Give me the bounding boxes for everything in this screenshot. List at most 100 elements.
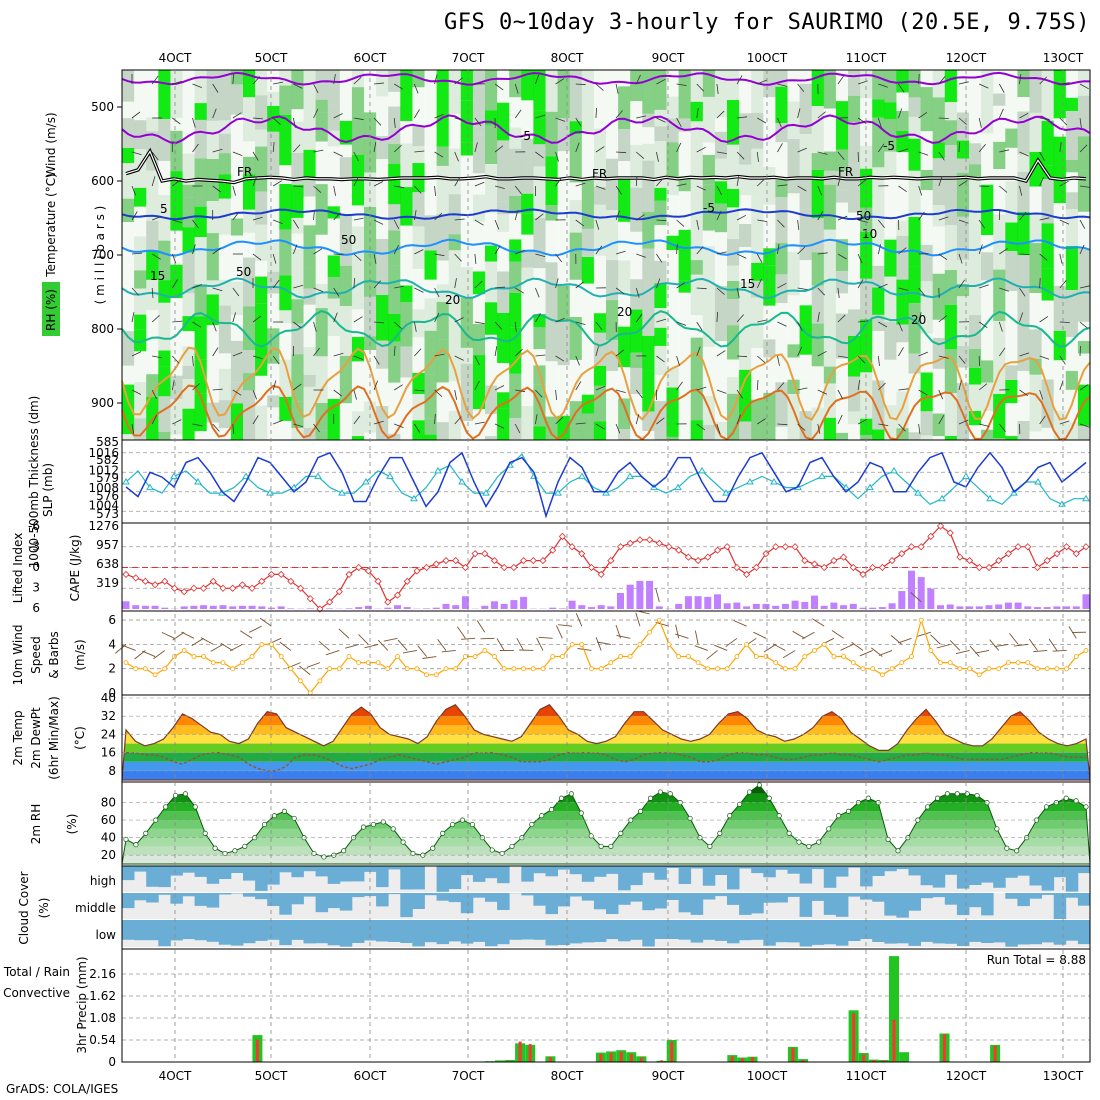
rh-point — [836, 813, 842, 819]
wind-barb — [1039, 355, 1050, 360]
wind-barb — [676, 183, 687, 187]
wind-barb — [756, 278, 762, 289]
rh-shade-cell — [218, 279, 232, 306]
rh-point — [222, 850, 228, 857]
li-point — [578, 550, 586, 558]
cape-bar — [132, 605, 140, 609]
wind-barb — [918, 312, 922, 323]
cloud-cell — [533, 920, 546, 940]
rh-point — [291, 815, 297, 821]
wind-barb — [898, 388, 909, 391]
rh-point — [133, 842, 139, 848]
wind-barb — [1059, 380, 1064, 391]
cloud-cell — [170, 893, 183, 904]
wind-barb-10m — [831, 630, 844, 639]
wind-barb — [151, 75, 159, 85]
rh-shade-cell — [569, 317, 583, 360]
rh-shade-cell — [642, 143, 655, 161]
cloud-cell — [993, 920, 1006, 943]
rh-shade-cell — [243, 209, 256, 233]
li-point — [490, 557, 499, 565]
wind-barb-10m — [516, 637, 524, 651]
rh-shade-cell — [1005, 436, 1018, 440]
wind-barb — [837, 414, 843, 425]
cape-bar — [869, 607, 877, 609]
rh-shade-cell — [448, 250, 462, 300]
rh-shade-cell — [835, 101, 849, 150]
rh-shade-cell — [835, 407, 849, 433]
rh-shade-cell — [981, 70, 994, 111]
wind-barb — [192, 284, 202, 289]
rh-shade-cell — [424, 434, 438, 440]
wind-barb — [797, 83, 805, 93]
wind-barb-10m — [989, 639, 1000, 651]
thickness-point — [602, 489, 610, 496]
wind-barb — [978, 219, 986, 229]
bottom-day-label: 12OCT — [946, 1069, 987, 1083]
wind-barb — [1079, 345, 1081, 357]
rh-shade-cell — [896, 279, 910, 325]
wind-barb-10m — [655, 588, 660, 602]
rh-shade-cell — [267, 437, 280, 440]
temp-band — [122, 770, 1090, 780]
rh-shade-cell — [509, 97, 522, 128]
cloud-cell — [218, 893, 232, 895]
rh-shade-cell — [388, 106, 401, 145]
wind-barb — [918, 112, 928, 119]
li-point — [888, 557, 896, 565]
rh-shade-cell — [642, 70, 655, 114]
rh-shade-cell — [509, 239, 522, 262]
wind-barb — [978, 117, 982, 128]
wind-barb — [615, 349, 625, 357]
cloud-cell — [606, 920, 619, 940]
rh-shade-cell — [569, 401, 583, 440]
rh-point — [1073, 798, 1079, 804]
rh-shade-cell — [521, 193, 534, 214]
cloud-cell — [993, 866, 1006, 888]
wind-barb — [1019, 312, 1024, 323]
rh-shade-cell — [545, 387, 559, 417]
cape-bar — [229, 606, 237, 609]
cloud-cell — [1077, 866, 1091, 874]
rh-shade-cell — [702, 142, 716, 155]
rh-shade-cell — [122, 222, 135, 261]
wind-barb — [978, 321, 988, 329]
cloud-cell — [146, 893, 159, 903]
rh-shade-cell — [969, 425, 982, 440]
rh-shade-cell — [751, 198, 764, 232]
cape-bar — [985, 605, 993, 609]
li-point — [568, 543, 576, 551]
rh-shade-cell — [787, 101, 801, 140]
rh-shade-cell — [122, 163, 135, 199]
cape-bar — [714, 594, 721, 609]
rh-contour-label: 50 — [856, 209, 871, 223]
cape-bar — [364, 605, 372, 609]
wind-barb — [313, 248, 323, 255]
wind-speed-point — [676, 654, 682, 659]
wind-barb — [373, 355, 380, 365]
rh-shade-cell — [351, 87, 365, 120]
rh-shade-cell — [654, 327, 668, 346]
cape-bar — [617, 593, 624, 609]
rh-shade-cell — [739, 113, 752, 165]
y-label-temp2m-c: (6hr Min/Max) — [47, 696, 61, 780]
rh-shade-cell — [739, 421, 752, 440]
rh-shade-cell — [775, 303, 789, 331]
wind-barb — [535, 213, 544, 221]
rh-shade-cell — [303, 70, 317, 114]
wind-barb — [454, 317, 464, 323]
wind-barb — [474, 181, 485, 187]
wind-barb — [615, 110, 623, 119]
rh-shade-cell — [545, 280, 559, 314]
cape-bar — [209, 605, 217, 609]
profile-group: -5-5FR FR FR5 -5101515202020505050500600700… — [42, 51, 1091, 441]
rh-shade-cell — [509, 292, 522, 328]
rh-shade-cell — [1053, 203, 1067, 248]
rh-shade-cell — [303, 386, 317, 428]
wind-barb — [999, 248, 1008, 255]
rh-shade-cell — [678, 311, 692, 356]
cloud-cell — [835, 893, 849, 917]
rh-shade-cell — [944, 435, 958, 440]
wind-speed-point — [172, 654, 177, 659]
rh-shade-cell — [727, 188, 740, 208]
